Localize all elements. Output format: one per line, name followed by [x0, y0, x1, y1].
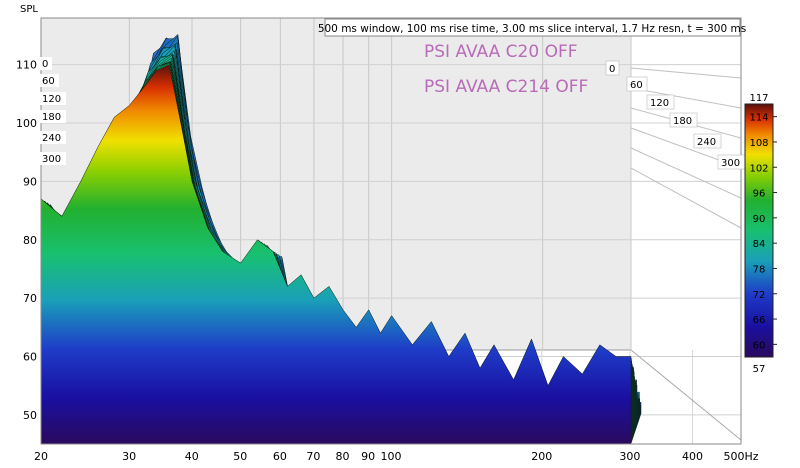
colorbar-tick-label: 60	[753, 340, 766, 351]
colorbar-top-label: 117	[749, 93, 768, 104]
colorbar	[744, 103, 774, 358]
waterfall-slice	[41, 64, 632, 444]
time-label-bg	[40, 110, 66, 123]
time-label-bg	[40, 57, 52, 70]
x-tick-label: 70	[306, 450, 320, 463]
x-tick-label: 90	[361, 450, 375, 463]
time-label-left: 300	[42, 154, 61, 165]
time-label-bg	[605, 60, 620, 76]
colorbar-tick-label: 96	[753, 189, 766, 200]
x-tick-label: 300	[619, 450, 640, 463]
x-tick-label: 30	[122, 450, 136, 463]
colorbar-tick-label: 102	[749, 163, 768, 174]
colorbar-tick-label: 84	[753, 239, 766, 250]
x-tick-label: 500Hz	[723, 450, 758, 463]
grid-perspective	[630, 87, 741, 109]
time-label-bg	[626, 76, 648, 92]
time-label-bg	[40, 74, 59, 87]
x-tick-label: 400	[682, 450, 703, 463]
y-axis-ticks: 50 60 70 80 90 100 110	[16, 59, 37, 422]
y-tick-label: 60	[23, 350, 37, 363]
time-label-right: 120	[650, 98, 669, 109]
plot-frame	[40, 17, 742, 445]
x-tick-label: 20	[34, 450, 48, 463]
x-axis-ticks: 20 30 40 50 60 70 80 90 100 200 300 400 500Hz	[34, 450, 759, 463]
colorbar-tick-label: 108	[749, 138, 768, 149]
x-tick-label: 60	[273, 450, 287, 463]
colorbar-tick-label: 90	[753, 214, 766, 225]
legend-line-2: PSI AVAA C214 OFF	[424, 77, 588, 97]
time-axis-left: 0 60 120 180 240 300	[40, 57, 66, 165]
y-tick-label: 100	[16, 117, 37, 130]
time-label-bg	[40, 152, 66, 165]
y-tick-label: 90	[23, 175, 37, 188]
colorbar-tick-label: 72	[753, 290, 766, 301]
y-tick-label: 110	[16, 59, 37, 72]
colorbar-tick-label: 66	[753, 315, 766, 326]
time-label-bg	[669, 112, 698, 128]
time-label-right: 0	[609, 64, 615, 75]
grid-perspective	[630, 147, 741, 199]
colorbar-tick-label: 78	[753, 264, 766, 275]
time-axis-right: 0 60 120 180 240 300	[605, 60, 746, 170]
time-label-bg	[40, 131, 66, 144]
x-tick-label: 80	[335, 450, 349, 463]
grid-perspective	[630, 67, 741, 79]
time-label-right: 60	[630, 80, 643, 91]
time-label-right: 240	[697, 137, 716, 148]
grid-perspective	[630, 167, 741, 229]
y-axis-label: SPL	[20, 4, 38, 15]
time-label-right: 180	[673, 116, 692, 127]
x-tick-label: 200	[531, 450, 552, 463]
legend-line-1: PSI AVAA C20 OFF	[424, 42, 578, 62]
time-label-right: 300	[721, 158, 740, 169]
time-label-left: 180	[42, 112, 61, 123]
time-label-left: 60	[42, 76, 55, 87]
y-tick-label: 70	[23, 292, 37, 305]
time-label-bg	[693, 133, 722, 149]
time-label-left: 240	[42, 133, 61, 144]
time-label-bg	[40, 92, 66, 105]
y-tick-label: 50	[23, 409, 37, 422]
chart-title: 500 ms window, 100 ms rise time, 3.00 ms…	[318, 23, 746, 35]
x-tick-label: 40	[185, 450, 199, 463]
title-box	[324, 18, 741, 37]
colorbar-ticks: 60 66 72 78 84 90 96 102 108 114	[749, 113, 777, 351]
time-label-left: 0	[42, 59, 48, 70]
time-label-bg	[646, 94, 675, 110]
y-tick-label: 80	[23, 234, 37, 247]
colorbar-bottom-label: 57	[753, 364, 766, 375]
x-tick-label: 50	[233, 450, 247, 463]
colorbar-tick-label: 114	[749, 113, 768, 124]
time-label-left: 120	[42, 94, 61, 105]
x-tick-label: 100	[381, 450, 402, 463]
grid-floor-edge	[630, 349, 741, 441]
waterfall-surface	[41, 33, 642, 444]
